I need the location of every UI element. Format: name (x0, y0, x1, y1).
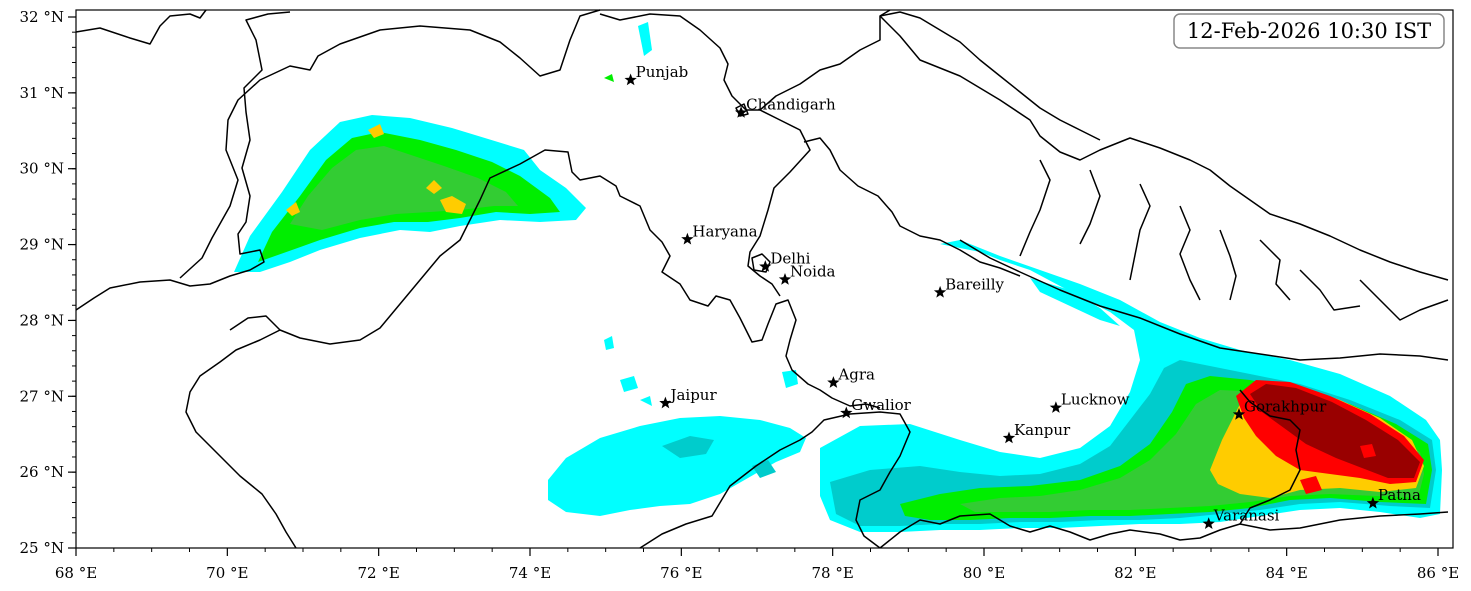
city-marker-haryana (681, 232, 694, 245)
precip-east-darkred (1250, 384, 1420, 478)
city-marker-delhi (759, 260, 772, 272)
x-tick-label: 84 °E (1266, 564, 1308, 582)
x-tick-label: 68 °E (55, 564, 97, 582)
timestamp-box: 12-Feb-2026 10:30 IST (1173, 13, 1445, 49)
city-label-bareilly: Bareilly (945, 275, 1004, 293)
x-tick-label: 72 °E (358, 564, 400, 582)
precip-west-yellow2 (426, 180, 442, 194)
city-label-haryana: Haryana (692, 222, 757, 240)
border-india-pak (179, 9, 601, 279)
border-up-south (879, 511, 1449, 549)
city-label-punjab: Punjab (636, 63, 689, 81)
precip-dot-1 (638, 22, 652, 56)
x-tick-label: 86 °E (1417, 564, 1459, 582)
city-label-jaipur: Jaipur (668, 386, 717, 404)
city-marker-gwalior (840, 406, 853, 419)
border-pak-north (75, 9, 207, 45)
border-uttarakhand (747, 109, 811, 297)
city-label-kanpur: Kanpur (1014, 421, 1071, 439)
city-marker-gorakhpur (1232, 408, 1246, 420)
city-label-varanasi: Varanasi (1213, 507, 1280, 525)
plot-border (75, 9, 1454, 549)
border-nepal-districts (1019, 159, 1449, 321)
y-tick-label: 26 °N (20, 463, 64, 481)
x-tick-label: 80 °E (963, 564, 1005, 582)
city-label-gwalior: Gwalior (851, 396, 911, 414)
border-gujarat (185, 315, 297, 549)
city-label-agra: Agra (837, 366, 875, 384)
precip-east-red-spots (1300, 444, 1376, 494)
precip-dot-2 (604, 74, 614, 82)
border-nepal (879, 15, 1449, 281)
y-tick-label: 32 °N (20, 8, 64, 26)
city-marker-patna (1366, 496, 1380, 509)
timestamp-text: 12-Feb-2026 10:30 IST (1187, 19, 1431, 43)
city-marker-lucknow (1049, 401, 1063, 413)
city-label-lucknow: Lucknow (1061, 391, 1130, 409)
precip-west-yellow (440, 196, 466, 214)
city-label-chandigarh: Chandigarh (746, 96, 836, 114)
border-up-west (803, 137, 1021, 277)
border-punjab-raj (279, 149, 881, 409)
x-tick-label: 76 °E (660, 564, 702, 582)
precip-west-yellow4 (368, 124, 384, 138)
city-marker-punjab (624, 73, 637, 86)
y-tick-label: 31 °N (20, 84, 64, 102)
y-tick-label: 30 °N (20, 160, 64, 178)
precipitation-field (234, 22, 1442, 532)
border-bihar-up (1239, 389, 1301, 525)
border-mp-north (639, 411, 911, 549)
city-marker-varanasi (1202, 517, 1215, 529)
city-marker-noida (778, 273, 792, 285)
border-tibet (879, 11, 1101, 141)
y-tick-label: 28 °N (20, 311, 64, 329)
city-marker-chandigarh (734, 106, 748, 118)
precip-raj-cyan (548, 416, 806, 516)
city-marker-bareilly (933, 285, 947, 298)
precip-raj-cyan2 (662, 436, 714, 458)
boundary-lines (75, 9, 1449, 549)
border-pak-west (75, 11, 291, 311)
city-marker-jaipur (659, 396, 672, 409)
y-tick-label: 29 °N (20, 236, 64, 254)
x-tick-label: 78 °E (812, 564, 854, 582)
city-label-noida: Noida (790, 262, 836, 280)
timestamp-box-frame (1173, 13, 1445, 49)
x-tick-label: 82 °E (1114, 564, 1156, 582)
x-tick-label: 70 °E (206, 564, 248, 582)
city-marker-kanpur (1002, 431, 1016, 444)
precip-east-cyan-strip (1030, 278, 1120, 326)
city-label-gorakhpur: Gorakhpur (1244, 397, 1327, 415)
city-label-delhi: Delhi (770, 250, 810, 268)
plot-frame (75, 9, 1454, 549)
border-nepal-south (959, 239, 1449, 361)
y-tick-label: 25 °N (20, 539, 64, 557)
precip-west-yellow3 (286, 202, 300, 216)
x-tick-label: 74 °E (509, 564, 551, 582)
y-tick-label: 27 °N (20, 387, 64, 405)
city-label-patna: Patna (1378, 486, 1421, 504)
axis-ticks: 68 °E 70 °E 72 °E 74 °E 76 °E 78 °E 80 °E 82 °E… (20, 8, 1460, 582)
city-marker-agra (827, 376, 840, 388)
